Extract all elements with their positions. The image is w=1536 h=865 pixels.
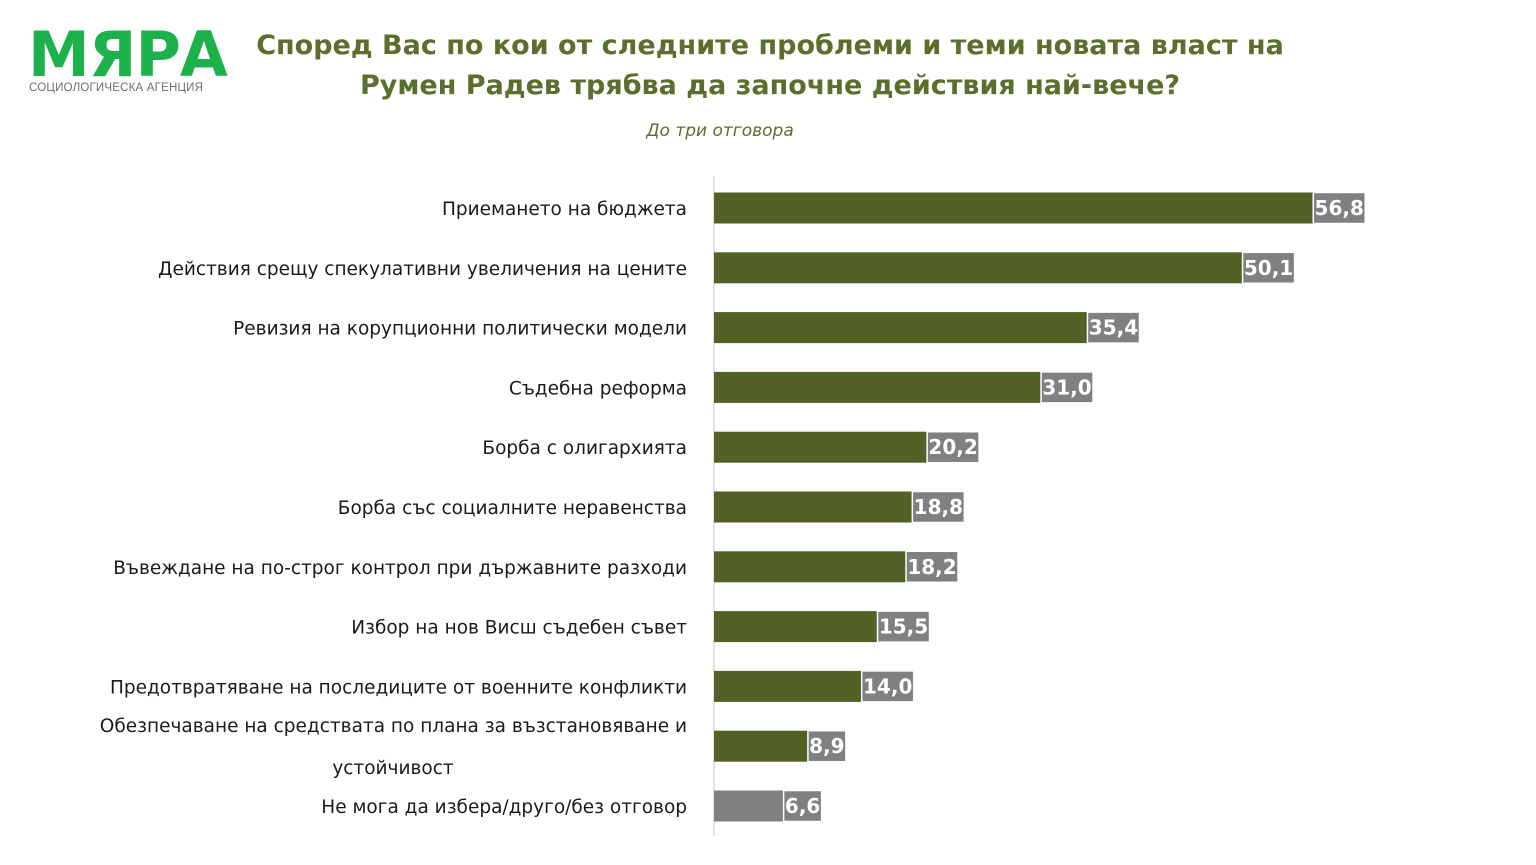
value-label-box: [1040, 371, 1094, 404]
category-label: Борба със социалните неравенства: [338, 498, 687, 519]
bar-group: 14,0 Предотвратяване на последиците от во…: [110, 670, 915, 703]
bar: [714, 252, 1243, 284]
bar: [714, 312, 1088, 344]
value-label: 14,0: [863, 674, 912, 698]
value-label-box: [1312, 191, 1366, 225]
value-label-box: [860, 670, 915, 703]
category-label: Не мога да избера/друго/без отговор: [321, 797, 687, 818]
chart-title-line-2: Румен Радев трябва да започне действия н…: [359, 70, 1181, 101]
value-label-box: [1241, 251, 1296, 285]
category-label: Приемането на бюджета: [442, 199, 687, 220]
agency-logo: МЯРА СОЦИОЛОГИЧЕСКА АГЕНЦИЯ: [28, 18, 228, 98]
bar: [714, 491, 913, 523]
bar-group: 20,2 Борба с олигархията: [482, 430, 980, 464]
category-label: устойчивост: [332, 758, 454, 779]
value-label: 35,4: [1089, 316, 1138, 340]
value-label: 50,1: [1244, 256, 1293, 280]
logo-tagline: СОЦИОЛОГИЧЕСКА АГЕНЦИЯ: [29, 82, 204, 94]
bar: [714, 192, 1314, 224]
category-label: Предотвратяване на последиците от военни…: [110, 677, 687, 698]
category-label: Избор на нов Висш съдебен съвет: [351, 618, 687, 639]
value-label: 56,8: [1315, 196, 1364, 220]
bar: [714, 431, 928, 463]
chart-title-line-1: Според Вас по кои от следните проблеми и…: [256, 30, 1284, 61]
value-label-box: [926, 430, 980, 464]
value-label: 20,2: [928, 435, 977, 459]
bar: [714, 611, 878, 643]
value-label-box: [911, 490, 966, 524]
value-label: 6,6: [785, 794, 820, 818]
bar-group: 31,0 Съдебна реформа: [509, 371, 1094, 404]
bar: [714, 371, 1042, 403]
value-label: 8,9: [809, 734, 844, 758]
value-label-box: [876, 610, 931, 643]
bar-group: 50,1 Действия срещу спекулативни увеличен…: [158, 251, 1296, 285]
bar: [714, 670, 862, 702]
bar-group: 18,2 Въвеждане на по-строг контрол при дъ…: [113, 550, 959, 584]
bar-group: 56,8 Приемането на бюджета: [442, 191, 1366, 225]
category-label: Ревизия на корупционни политически модел…: [233, 319, 687, 340]
bar-group: 18,8 Борба със социалните неравенства: [338, 490, 966, 524]
value-label: 18,8: [914, 495, 963, 519]
bar-group: 35,4 Ревизия на корупционни политически м…: [233, 311, 1141, 344]
category-label: Съдебна реформа: [509, 378, 687, 399]
category-label: Действия срещу спекулативни увеличения н…: [158, 259, 687, 280]
bar-group: 6,6 Не мога да избера/друго/без отговор: [321, 789, 823, 823]
value-label: 15,5: [879, 615, 928, 639]
category-label: Въвеждане на по-строг контрол при държав…: [113, 558, 687, 579]
value-label-box: [1086, 311, 1141, 344]
bar-group: 15,5 Избор на нов Висш съдебен съвет: [351, 610, 931, 643]
bar: [714, 730, 808, 762]
value-label: 31,0: [1042, 375, 1091, 399]
bar-group: 8,9 Обезпечаване на средствата по плана з…: [100, 716, 847, 779]
bar: [714, 551, 907, 583]
bar: [714, 790, 784, 822]
category-label: Борба с олигархията: [482, 438, 687, 459]
value-label-box: [782, 789, 823, 823]
category-label: Обезпечаване на средствата по плана за в…: [100, 716, 687, 737]
chart-subtitle: До три отговора: [646, 121, 794, 141]
value-label: 18,2: [907, 555, 956, 579]
chart-title: Според Вас по кои от следните проблеми и…: [250, 26, 1290, 106]
value-label-box: [905, 550, 959, 584]
logo-wordmark: МЯРА: [28, 18, 228, 91]
value-label-box: [807, 729, 847, 763]
